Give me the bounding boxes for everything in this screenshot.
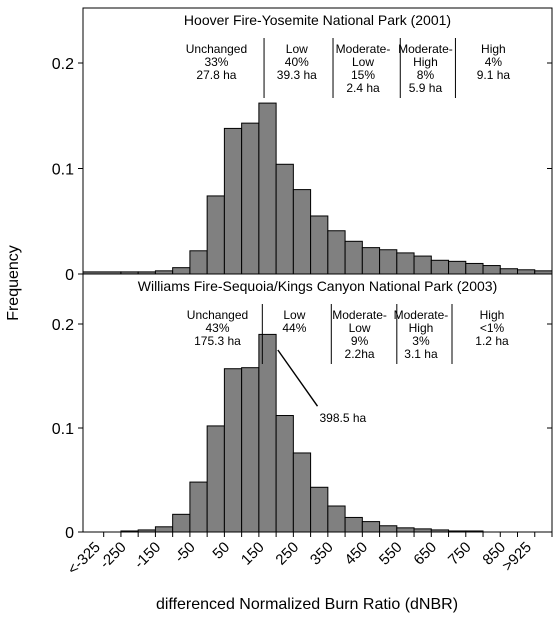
panels: Hoover Fire-Yosemite National Park (2001…	[52, 7, 553, 542]
histogram-bar	[154, 526, 174, 533]
histogram-bar	[292, 189, 312, 275]
histogram-bar	[344, 240, 363, 275]
x-tick-label: -50	[171, 539, 198, 566]
histogram-bar	[292, 452, 312, 533]
x-tick-label: 450	[341, 539, 371, 569]
histogram-bar	[448, 530, 467, 533]
y-axis-label: Frequency	[5, 245, 22, 321]
histogram-bar	[327, 230, 346, 275]
x-tick-label: 250	[272, 539, 302, 569]
histogram-bar	[275, 163, 294, 275]
x-tick-label: 550	[376, 539, 406, 569]
chart-title: Williams Fire-Sequoia/Kings Canyon Natio…	[138, 278, 498, 294]
histogram-bar	[206, 195, 225, 275]
histogram-bar	[172, 513, 191, 533]
x-tick-label: -150	[131, 539, 164, 572]
histogram-bar	[379, 249, 398, 275]
histogram-bar	[241, 122, 260, 275]
x-tick-label: >925	[499, 539, 535, 575]
histogram-bar	[448, 260, 467, 275]
histogram-bar	[482, 265, 501, 275]
histogram-bar	[396, 527, 415, 533]
histogram-bar	[430, 259, 450, 275]
histogram-bar	[430, 529, 450, 533]
severity-class-label: Moderate-High 3% 3.1 ha	[394, 308, 449, 361]
histogram-bar	[499, 268, 519, 275]
histogram-bar	[310, 215, 329, 275]
x-axis-label: differenced Normalized Burn Ratio (dNBR)	[156, 596, 458, 613]
histogram-bar	[413, 528, 432, 533]
x-tick-label: 350	[307, 539, 337, 569]
severity-class-label: High 4% 9.1 ha	[477, 42, 511, 82]
severity-class-label: Moderate-Low 9% 2.2ha	[332, 308, 387, 361]
histogram-bar	[258, 333, 277, 533]
histogram-bar	[413, 255, 432, 275]
x-tick-label: 750	[445, 539, 475, 569]
histogram-bar	[310, 486, 329, 533]
histogram-bar	[465, 262, 484, 275]
annotation-line	[277, 349, 319, 407]
x-tick-label: 650	[410, 539, 440, 569]
severity-class-label: Moderate-Low 15% 2.4 ha	[336, 42, 391, 95]
histogram-bar	[344, 516, 363, 533]
severity-class-label: Unchanged 43% 175.3 ha	[187, 308, 248, 348]
histogram-bar	[137, 529, 156, 533]
x-axis: <-325-250 -150 -50 50 150 250 350 450 550 650 750 8…	[64, 532, 553, 578]
y-tick-label: 0.2	[52, 317, 74, 334]
histogram-bar	[189, 250, 208, 275]
histogram-bar	[517, 269, 536, 275]
histogram-bar	[206, 425, 225, 533]
histogram-bar	[120, 530, 139, 533]
x-tick-label: -250	[97, 539, 130, 572]
severity-class-label: Low 44%	[282, 308, 306, 335]
y-tick-label: 0.2	[52, 56, 74, 73]
severity-class-label: Moderate-High 8% 5.9 ha	[398, 42, 453, 95]
y-tick-label: 0	[65, 525, 74, 542]
severity-class-label: Unchanged 33% 27.8 ha	[186, 42, 247, 82]
histogram-bar	[223, 368, 243, 533]
histogram-bar	[327, 505, 346, 533]
histogram-bar	[361, 247, 381, 275]
x-tick-label: 50	[209, 539, 233, 563]
y-tick-label: 0.1	[52, 162, 74, 179]
histogram-bar	[223, 127, 243, 275]
chart-panel-1: Hoover Fire-Yosemite National Park (2001…	[52, 7, 553, 284]
histogram-bar	[189, 481, 208, 533]
histogram-bar	[379, 525, 398, 533]
histogram-bar	[361, 521, 381, 533]
chart-title: Hoover Fire-Yosemite National Park (2001…	[184, 12, 451, 28]
y-tick-label: 0	[65, 267, 74, 284]
x-tick-label: 150	[238, 539, 268, 569]
chart-panel-2: Williams Fire-Sequoia/Kings Canyon Natio…	[52, 273, 553, 542]
severity-class-label: High <1% 1.2 ha	[475, 308, 509, 348]
histogram-bar	[241, 367, 260, 533]
histogram-bar	[396, 252, 415, 275]
severity-class-label: Low 40% 39.3 ha	[277, 42, 317, 82]
annotation-label: 398.5 ha	[320, 411, 367, 425]
histogram-bar	[258, 102, 277, 275]
histogram-bar	[275, 415, 294, 533]
histogram-bar	[172, 267, 191, 275]
histogram-bar	[465, 530, 484, 533]
y-tick-label: 0.1	[52, 421, 74, 438]
